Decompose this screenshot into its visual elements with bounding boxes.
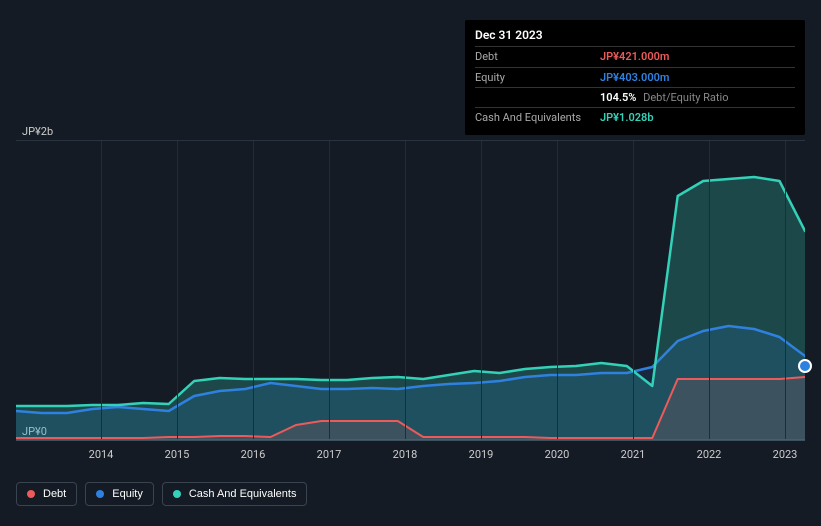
chart-svg bbox=[16, 141, 805, 441]
tooltip-row-label: Cash And Equivalents bbox=[475, 111, 600, 124]
legend-label: Cash And Equivalents bbox=[189, 488, 297, 500]
tooltip-row-value: JP¥1.028b bbox=[600, 111, 654, 124]
hover-marker bbox=[798, 359, 812, 373]
gridline bbox=[101, 141, 102, 439]
x-axis-label: 2021 bbox=[621, 448, 646, 461]
x-axis-label: 2019 bbox=[469, 448, 494, 461]
gridline bbox=[709, 141, 710, 439]
legend-item[interactable]: Equity bbox=[85, 482, 154, 506]
tooltip-row: Cash And EquivalentsJP¥1.028b bbox=[475, 107, 795, 127]
x-axis-label: 2015 bbox=[165, 448, 190, 461]
legend-label: Equity bbox=[112, 488, 143, 500]
tooltip-row-label bbox=[475, 91, 600, 104]
x-axis-label: 2018 bbox=[393, 448, 418, 461]
gridline bbox=[405, 141, 406, 439]
legend-label: Debt bbox=[43, 488, 66, 500]
x-axis-label: 2020 bbox=[545, 448, 570, 461]
gridline bbox=[253, 141, 254, 439]
x-axis-label: 2014 bbox=[89, 448, 114, 461]
tooltip-row: DebtJP¥421.000m bbox=[475, 46, 795, 66]
legend-item[interactable]: Debt bbox=[16, 482, 77, 506]
tooltip-row: EquityJP¥403.000m bbox=[475, 67, 795, 87]
tooltip-row-label: Debt bbox=[475, 50, 600, 63]
legend-dot bbox=[96, 490, 104, 498]
legend-item[interactable]: Cash And Equivalents bbox=[162, 482, 308, 506]
tooltip-row-value: JP¥421.000m bbox=[600, 50, 669, 63]
x-axis-label: 2022 bbox=[697, 448, 722, 461]
x-axis-label: 2017 bbox=[317, 448, 342, 461]
tooltip-row: 104.5% Debt/Equity Ratio bbox=[475, 87, 795, 107]
x-axis: 2014 2015 2016 2017 2018 2019 2020 2021 2022 2023 bbox=[16, 448, 805, 464]
x-axis-label: 2016 bbox=[241, 448, 266, 461]
legend-dot bbox=[173, 490, 181, 498]
x-axis-label: 2023 bbox=[773, 448, 798, 461]
chart-legend: Debt Equity Cash And Equivalents bbox=[16, 482, 307, 506]
chart-area[interactable] bbox=[16, 140, 805, 440]
gridline bbox=[177, 141, 178, 439]
tooltip-row-suffix: Debt/Equity Ratio bbox=[640, 91, 728, 104]
gridline bbox=[557, 141, 558, 439]
y-axis-max-label: JP¥2b bbox=[22, 125, 53, 138]
gridline bbox=[481, 141, 482, 439]
legend-dot bbox=[27, 490, 35, 498]
chart-tooltip: Dec 31 2023 DebtJP¥421.000mEquityJP¥403.… bbox=[465, 20, 805, 135]
gridline bbox=[633, 141, 634, 439]
tooltip-row-value: JP¥403.000m bbox=[600, 71, 669, 84]
gridline bbox=[329, 141, 330, 439]
tooltip-row-value: 104.5% Debt/Equity Ratio bbox=[600, 91, 728, 104]
tooltip-row-label: Equity bbox=[475, 71, 600, 84]
gridline bbox=[785, 141, 786, 439]
tooltip-date: Dec 31 2023 bbox=[475, 28, 795, 46]
